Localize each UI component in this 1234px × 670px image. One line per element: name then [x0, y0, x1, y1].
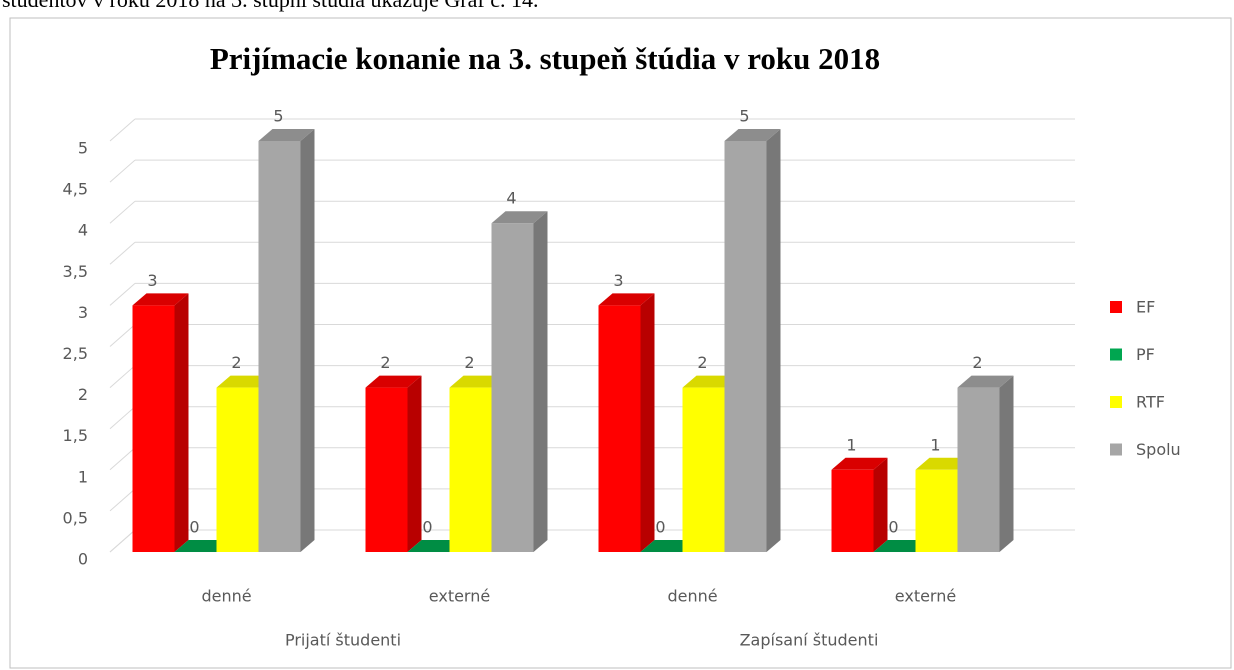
- x-tick-label: denné: [667, 587, 717, 606]
- legend-label: RTF: [1136, 393, 1165, 412]
- bar-top: [491, 211, 548, 224]
- bar-side: [300, 129, 315, 552]
- bar-top: [957, 375, 1014, 388]
- legend-swatch: [1110, 348, 1122, 361]
- bar-top: [365, 375, 422, 388]
- y-tick-label: 2,5: [63, 344, 88, 363]
- data-label: 1: [846, 435, 856, 454]
- legend-swatch: [1110, 443, 1122, 456]
- bar-side: [873, 457, 888, 552]
- y-tick-label: 5: [78, 139, 88, 158]
- grid-line-side: [109, 529, 136, 553]
- bar: [491, 223, 534, 552]
- grid-line-side: [109, 447, 136, 471]
- data-label: 2: [972, 353, 982, 372]
- grid-line-side: [109, 406, 136, 430]
- bar: [216, 387, 259, 552]
- bar-side: [640, 293, 655, 552]
- data-label: 0: [422, 518, 432, 537]
- data-label: 2: [380, 353, 390, 372]
- y-tick-label: 2: [78, 385, 88, 404]
- y-tick-label: 3,5: [63, 262, 88, 281]
- legend-label: PF: [1136, 345, 1155, 364]
- y-tick-label: 1,5: [63, 426, 88, 445]
- bar: [449, 387, 492, 552]
- y-tick-label: 3: [78, 303, 88, 322]
- y-tick-label: 0,5: [63, 508, 88, 527]
- data-label: 1: [930, 435, 940, 454]
- grid-line-side: [109, 283, 136, 306]
- bar-side: [999, 375, 1014, 552]
- x-tick-label: externé: [895, 587, 956, 606]
- bar: [598, 305, 641, 552]
- data-label: 2: [697, 353, 707, 372]
- bar-side: [766, 129, 781, 552]
- data-label: 3: [147, 271, 157, 290]
- data-label: 5: [739, 107, 749, 126]
- grid-line-side: [109, 159, 136, 183]
- grid-line-side: [109, 241, 136, 265]
- y-tick-label: 1: [78, 467, 88, 486]
- grid-line-side: [109, 118, 136, 142]
- chart-title: Prijímacie konanie na 3. stupeň štúdia v…: [210, 41, 880, 76]
- legend-label: EF: [1136, 298, 1155, 317]
- intro-text: študentov v roku 2018 na 3. stupni štúdi…: [2, 0, 538, 12]
- legend-swatch: [1110, 301, 1122, 313]
- grid-line-side: [109, 200, 136, 224]
- y-tick-label: 4,5: [63, 180, 88, 199]
- group-label: Zapísaní študenti: [740, 631, 879, 650]
- bar-top: [831, 457, 888, 470]
- data-label: 2: [464, 353, 474, 372]
- bar-side: [174, 293, 189, 552]
- bar: [915, 469, 958, 552]
- bar-side: [407, 375, 422, 552]
- data-label: 5: [273, 107, 283, 126]
- group-label: Prijatí študenti: [285, 631, 401, 650]
- x-tick-label: externé: [429, 587, 490, 606]
- bar: [132, 305, 175, 552]
- bar-top: [258, 129, 315, 141]
- data-label: 2: [231, 353, 241, 372]
- data-label: 0: [888, 518, 898, 537]
- bar: [831, 469, 874, 552]
- bar: [724, 141, 767, 552]
- bar-top: [724, 129, 781, 141]
- data-label: 0: [655, 518, 665, 537]
- bar: [957, 387, 1000, 552]
- bar-top: [132, 293, 189, 306]
- bar: [258, 141, 301, 552]
- bar-top: [598, 293, 655, 306]
- legend-label: Spolu: [1136, 440, 1181, 459]
- data-label: 0: [189, 518, 199, 537]
- y-tick-label: 4: [78, 221, 88, 240]
- bar: [682, 387, 725, 552]
- legend-swatch: [1110, 396, 1122, 408]
- y-tick-label: 0: [78, 550, 88, 569]
- grid-line-side: [109, 488, 136, 512]
- data-label: 4: [506, 189, 516, 208]
- bar-side: [533, 211, 548, 552]
- grid-line-side: [109, 324, 136, 347]
- grid-line-side: [109, 365, 136, 388]
- data-label: 3: [613, 271, 623, 290]
- bar: [365, 387, 408, 552]
- x-tick-label: denné: [201, 587, 251, 606]
